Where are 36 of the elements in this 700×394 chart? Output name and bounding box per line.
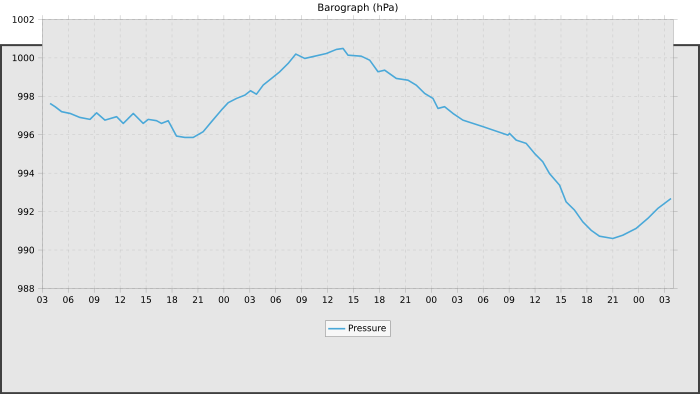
y-tick-label: 1000	[12, 54, 34, 62]
line-series	[49, 48, 672, 240]
x-tick-label: 12	[115, 296, 125, 303]
x-tick-label: 03	[244, 296, 255, 303]
x-tick-label: 12	[322, 296, 332, 303]
x-tick-label: 15	[348, 296, 358, 303]
chart-title: Barograph (hPa)	[318, 3, 398, 13]
y-tick-label: 1002	[12, 16, 34, 23]
x-tick-label: 21	[192, 296, 203, 303]
y-tick-label: 992	[18, 208, 34, 215]
y-tick-label: 994	[18, 170, 34, 177]
x-tick-label: 09	[296, 296, 307, 303]
x-tick-label: 15	[556, 296, 566, 303]
x-tick-label: 12	[530, 296, 540, 303]
x-tick-label: 18	[374, 296, 385, 303]
y-tick-label: 988	[18, 285, 34, 292]
x-tick-label: 15	[141, 296, 152, 303]
x-tick-label: 00	[218, 296, 229, 303]
x-tick-label: 03	[37, 296, 48, 303]
x-tick-label: 00	[426, 296, 436, 303]
x-tick-label: 06	[63, 296, 74, 303]
y-tick-label: 996	[18, 131, 34, 138]
x-tick-label: 09	[89, 296, 100, 303]
x-tick-label: 09	[504, 296, 514, 303]
y-tick-label: 998	[18, 92, 34, 100]
x-tick-label: 18	[582, 296, 592, 303]
x-tick-label: 00	[634, 296, 644, 303]
x-tick-label: 03	[660, 296, 670, 303]
x-tick-label: 06	[270, 296, 281, 303]
y-tick-label: 990	[18, 246, 34, 254]
x-tick-label: 03	[452, 296, 462, 303]
x-tick-label: 18	[167, 296, 178, 303]
x-tick-label: 21	[608, 296, 618, 303]
x-tick-label: 21	[400, 296, 410, 303]
x-tick-label: 06	[478, 296, 488, 303]
legend-label: Pressure	[348, 324, 386, 332]
